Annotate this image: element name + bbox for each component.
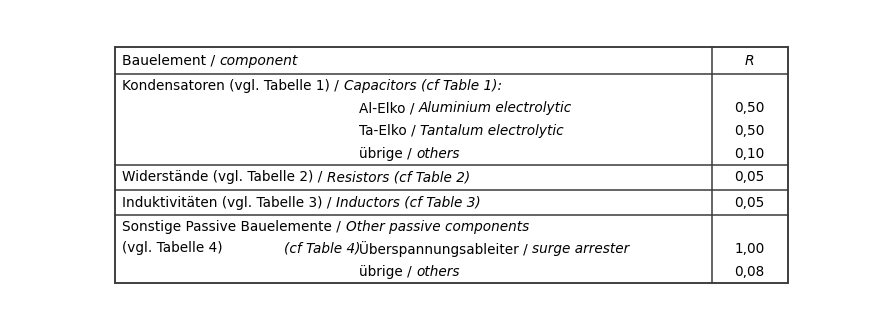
Text: übrige /: übrige / (359, 265, 416, 279)
Text: Induktivitäten (vgl. Tabelle 3) /: Induktivitäten (vgl. Tabelle 3) / (122, 196, 336, 210)
Text: Ta-Elko /: Ta-Elko / (359, 124, 420, 138)
Text: Capacitors (cf Table 1):: Capacitors (cf Table 1): (343, 79, 502, 93)
Text: others: others (416, 147, 459, 161)
Text: surge arrester: surge arrester (532, 242, 629, 256)
Text: Widerstände (vgl. Tabelle 2) /: Widerstände (vgl. Tabelle 2) / (122, 171, 327, 184)
Text: R: R (744, 54, 754, 68)
Text: Kondensatoren (vgl. Tabelle 1) /: Kondensatoren (vgl. Tabelle 1) / (122, 79, 343, 93)
Text: 1,00: 1,00 (735, 242, 765, 256)
Text: Resistors (cf Table 2): Resistors (cf Table 2) (327, 171, 470, 184)
Text: Other passive components: Other passive components (346, 220, 529, 234)
Text: 0,50: 0,50 (735, 101, 765, 115)
Text: Sonstige Passive Bauelemente /: Sonstige Passive Bauelemente / (122, 220, 346, 234)
Text: 0,50: 0,50 (735, 124, 765, 138)
Text: others: others (416, 265, 459, 279)
Text: 0,05: 0,05 (735, 196, 765, 210)
Text: übrige /: übrige / (359, 147, 416, 161)
Text: 0,05: 0,05 (735, 171, 765, 184)
Text: Al-Elko /: Al-Elko / (359, 101, 419, 115)
Text: 0,10: 0,10 (735, 147, 765, 161)
Text: Inductors (cf Table 3): Inductors (cf Table 3) (336, 196, 480, 210)
Text: 0,08: 0,08 (735, 265, 765, 279)
Text: Tantalum electrolytic: Tantalum electrolytic (420, 124, 564, 138)
Text: (cf Table 4): (cf Table 4) (284, 241, 361, 255)
Text: (vgl. Tabelle 4): (vgl. Tabelle 4) (122, 241, 223, 255)
Text: component: component (220, 54, 298, 68)
Text: Bauelement /: Bauelement / (122, 54, 220, 68)
Text: Überspannungsableiter /: Überspannungsableiter / (359, 241, 532, 257)
Text: Aluminium electrolytic: Aluminium electrolytic (419, 101, 572, 115)
